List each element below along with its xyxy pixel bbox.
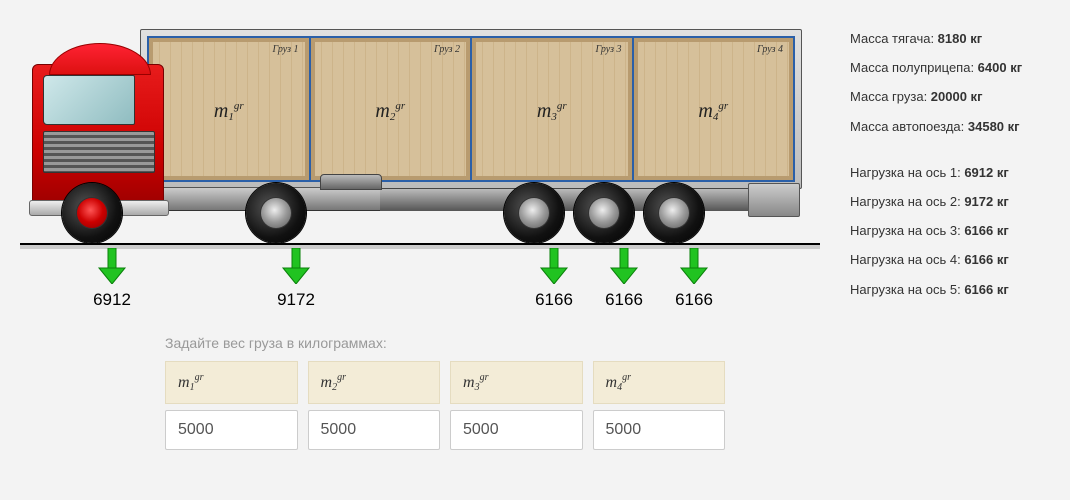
axle-load-value-3: 6166 [535, 290, 573, 310]
mass-stats-panel: Масса тягача: 8180 кг Масса полуприцепа: … [850, 30, 1060, 310]
cargo-weight-input-section: Задайте вес груза в килограммах: m1grm2g… [165, 335, 725, 450]
axle-load-value-1: 6912 [93, 290, 131, 310]
truck-diagram: Груз 1 m1gr Груз 2 m2gr Груз 3 m3gr Груз… [20, 10, 820, 245]
stat-row: Нагрузка на ось 4: 6166 кг [850, 251, 1060, 269]
stat-value: 6166 кг [964, 252, 1008, 267]
stat-row: Масса полуприцепа: 6400 кг [850, 59, 1060, 77]
stat-label: Нагрузка на ось 4: [850, 252, 964, 267]
crate-2: Груз 2 m2gr [311, 38, 473, 180]
stat-value: 8180 кг [938, 31, 982, 46]
axle-load-value-2: 9172 [277, 290, 315, 310]
wheel-axle-5 [644, 183, 704, 243]
crate-mass-symbol: m2gr [375, 100, 405, 123]
stat-row: Масса автопоезда: 34580 кг [850, 118, 1060, 136]
stat-value: 9172 кг [964, 194, 1008, 209]
cargo-input-header: m2gr [308, 361, 441, 404]
cab-grille [43, 131, 155, 173]
ground-line [20, 243, 820, 245]
crate-3: Груз 3 m3gr [472, 38, 634, 180]
cargo-input-header: m3gr [450, 361, 583, 404]
stat-row: Масса груза: 20000 кг [850, 88, 1060, 106]
axle-load-arrow-icon [97, 248, 127, 284]
axle-load-arrow-icon [609, 248, 639, 284]
stat-value: 6166 кг [964, 223, 1008, 238]
axle-load-value-5: 6166 [675, 290, 713, 310]
cargo-input-column-4: m4gr [593, 361, 726, 450]
crate-4: Груз 4 m4gr [634, 38, 794, 180]
wheel-axle-2 [246, 183, 306, 243]
cargo-input-column-2: m2gr [308, 361, 441, 450]
stat-row: Масса тягача: 8180 кг [850, 30, 1060, 48]
cargo-input-header: m1gr [165, 361, 298, 404]
trailer-box: Груз 1 m1gr Груз 2 m2gr Груз 3 m3gr Груз… [140, 29, 802, 189]
wheel-axle-4 [574, 183, 634, 243]
stat-label: Масса полуприцепа: [850, 60, 978, 75]
stat-label: Масса автопоезда: [850, 119, 968, 134]
stat-value: 6912 кг [964, 165, 1008, 180]
stat-value: 34580 кг [968, 119, 1020, 134]
cargo-weight-input-1[interactable] [165, 410, 298, 450]
stat-row: Нагрузка на ось 2: 9172 кг [850, 193, 1060, 211]
crate-mass-symbol: m4gr [698, 100, 728, 123]
wheel-axle-1 [62, 183, 122, 243]
cargo-input-column-1: m1gr [165, 361, 298, 450]
axle-load-value-4: 6166 [605, 290, 643, 310]
axle-load-arrow-icon [281, 248, 311, 284]
crate-1: Груз 1 m1gr [149, 38, 311, 180]
stat-label: Нагрузка на ось 3: [850, 223, 964, 238]
input-caption: Задайте вес груза в килограммах: [165, 335, 725, 351]
stat-label: Нагрузка на ось 5: [850, 282, 964, 297]
stat-label: Нагрузка на ось 1: [850, 165, 964, 180]
cargo-weight-input-3[interactable] [450, 410, 583, 450]
stat-label: Масса тягача: [850, 31, 938, 46]
crate-title: Груз 1 [273, 44, 299, 55]
cargo-weight-input-2[interactable] [308, 410, 441, 450]
stat-row: Нагрузка на ось 3: 6166 кг [850, 222, 1060, 240]
crate-mass-symbol: m3gr [537, 100, 567, 123]
crate-title: Груз 3 [596, 44, 622, 55]
stat-value: 6400 кг [978, 60, 1022, 75]
cab-window [43, 75, 135, 125]
crate-title: Груз 4 [757, 44, 783, 55]
stat-row: Нагрузка на ось 5: 6166 кг [850, 281, 1060, 299]
stat-row: Нагрузка на ось 1: 6912 кг [850, 164, 1060, 182]
stat-label: Нагрузка на ось 2: [850, 194, 964, 209]
crate-mass-symbol: m1gr [214, 100, 244, 123]
cargo-input-header: m4gr [593, 361, 726, 404]
stat-value: 20000 кг [931, 89, 983, 104]
cargo-input-column-3: m3gr [450, 361, 583, 450]
axle-load-arrow-icon [679, 248, 709, 284]
stat-label: Масса груза: [850, 89, 931, 104]
cargo-weight-input-4[interactable] [593, 410, 726, 450]
stat-value: 6166 кг [964, 282, 1008, 297]
axle-load-arrow-icon [539, 248, 569, 284]
trailer-cargo-area: Груз 1 m1gr Груз 2 m2gr Груз 3 m3gr Груз… [147, 36, 795, 182]
crate-title: Груз 2 [434, 44, 460, 55]
wheel-axle-3 [504, 183, 564, 243]
